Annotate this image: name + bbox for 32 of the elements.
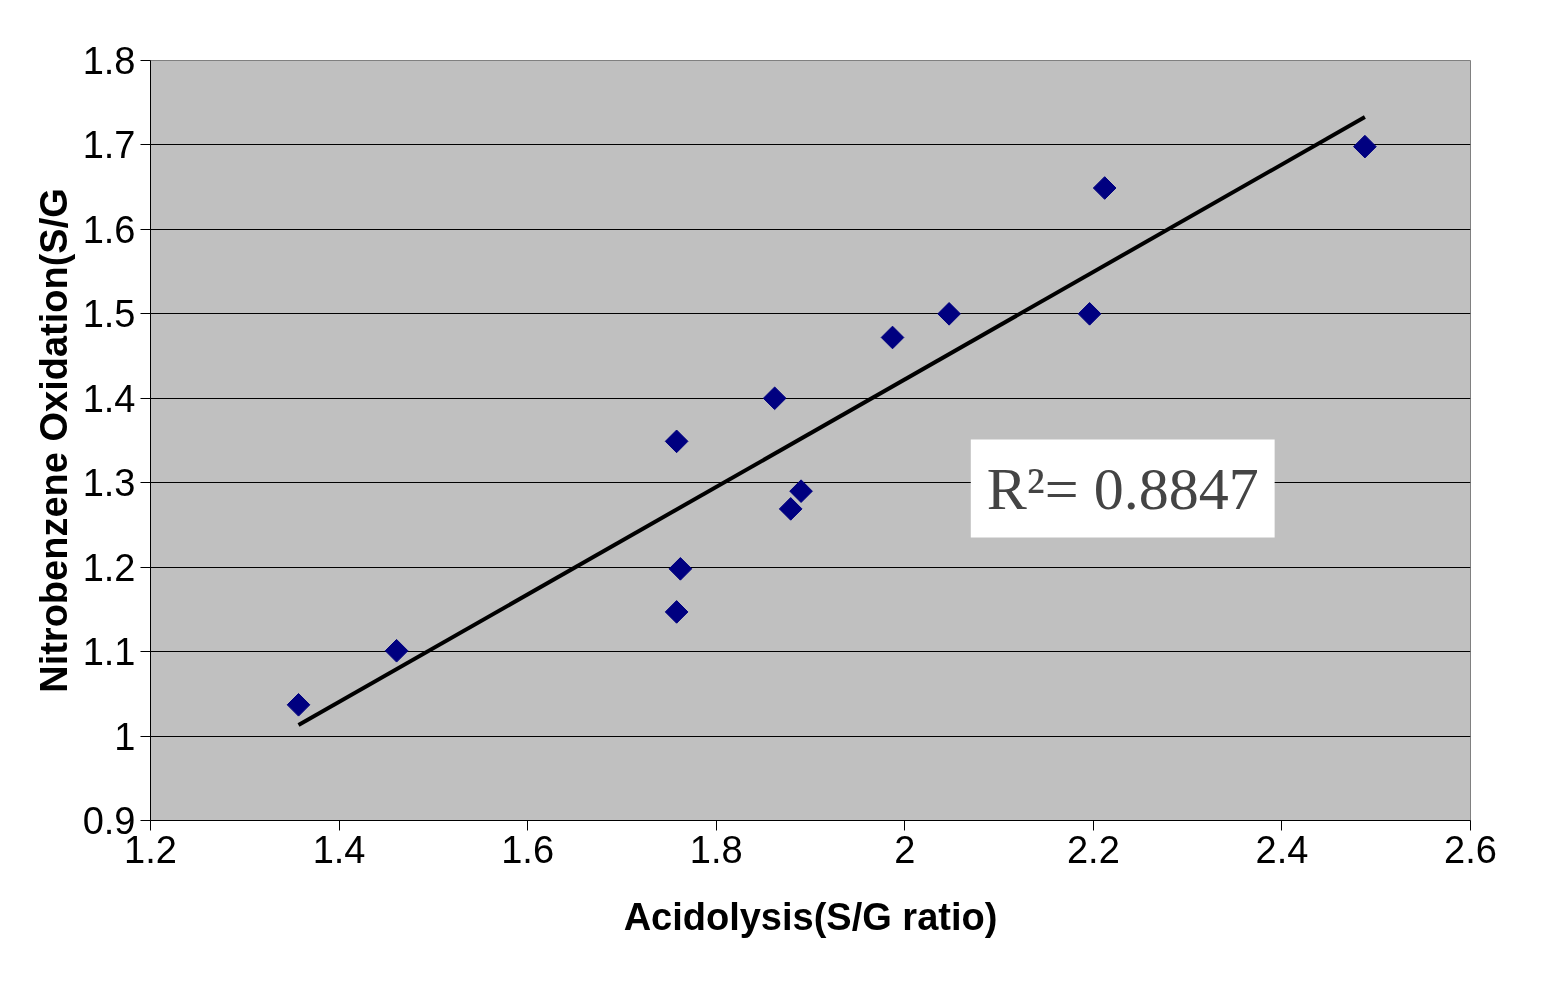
point [1092,176,1117,200]
y-tick-label: 1.5 [82,293,136,336]
y-tick-label: 1.4 [82,377,136,420]
x-tick-label: 2.2 [1066,828,1120,871]
point [664,600,689,624]
y-tick-label: 1.3 [82,462,136,505]
point [880,325,905,350]
point [789,479,813,503]
point [778,497,803,521]
point [286,693,311,717]
point [668,557,693,581]
point [384,638,409,663]
y-tick-label: 1 [114,715,136,758]
x-axis-title: Acidolysis(S/G ratio) [623,895,998,938]
x-tick-label: 1.4 [312,828,366,871]
y-axis-title: Nitrobenzene Oxidation(S/G [32,188,75,693]
x-tick-label: 2 [894,828,916,871]
x-tick-label: 2.4 [1255,828,1309,871]
y-tick-label: 1.8 [82,40,136,82]
x-tick-label: 1.8 [689,828,743,871]
y-tick-label: 1.7 [82,124,136,167]
point [1353,134,1377,159]
point [762,386,787,411]
x-tick-label: 2.6 [1444,828,1497,871]
annotation: R²= 0.8847 [986,455,1259,522]
point [1077,302,1102,326]
x-tick-label: 1.6 [501,828,555,871]
y-tick-label: 1.6 [82,208,136,251]
y-tick-label: 1.1 [82,631,136,674]
y-tick-label: 1.2 [82,546,136,589]
point [937,302,961,326]
point [664,429,689,454]
